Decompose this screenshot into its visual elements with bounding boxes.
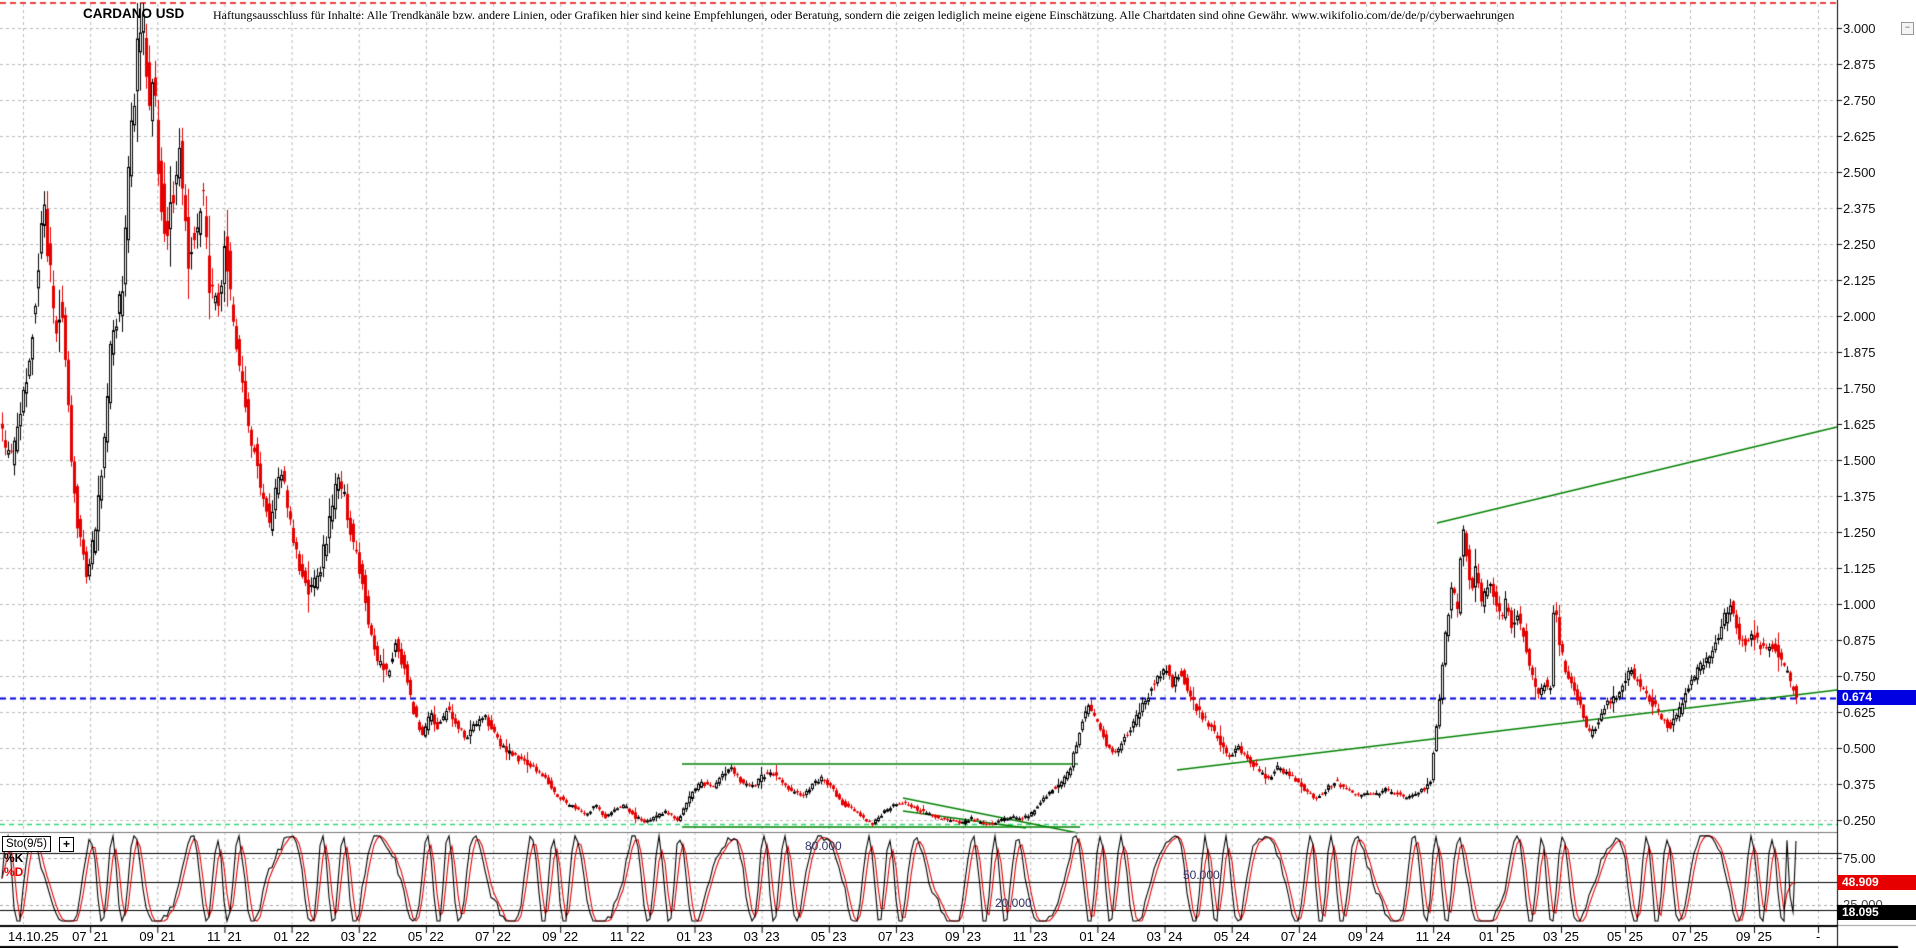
month-label: 03 22: [340, 929, 377, 944]
month-label: 03 25: [1543, 929, 1579, 944]
price-axis-label: 1.125: [1843, 561, 1876, 576]
trailing-dash-label: -: [1816, 929, 1821, 944]
price-axis-label: 1.375: [1843, 489, 1876, 504]
month-label: 05 24: [1213, 929, 1250, 944]
price-axis-label: 2.000: [1843, 309, 1876, 324]
price-axis-label: 2.125: [1843, 273, 1876, 288]
last-price-tag: 0.674: [1837, 689, 1916, 705]
price-axis-label: 2.250: [1843, 237, 1876, 252]
price-axis-label: 2.750: [1843, 93, 1876, 108]
price-axis-label: 1.750: [1843, 381, 1876, 396]
origin-date-label: 14.10.25: [8, 929, 59, 944]
month-label: 03 23: [743, 929, 780, 944]
month-label: 09 23: [945, 929, 982, 944]
price-axis-label: 2.875: [1843, 57, 1876, 72]
month-label: 07 21: [72, 929, 109, 944]
price-axis-label: 1.250: [1843, 525, 1876, 540]
month-label: 01 23: [676, 929, 713, 944]
price-axis-label: 1.500: [1843, 453, 1876, 468]
price-axis-label: 2.375: [1843, 201, 1876, 216]
month-label: 05 22: [407, 929, 444, 944]
month-label: 11 24: [1415, 929, 1451, 944]
add-indicator-button[interactable]: +: [59, 837, 74, 852]
price-axis-label: 0.500: [1843, 741, 1876, 756]
month-label: 11 22: [609, 929, 645, 944]
price-axis-label: 3.000: [1843, 21, 1876, 36]
month-label: 11 23: [1012, 929, 1048, 944]
month-label: 09 25: [1736, 929, 1772, 944]
month-label: 07 23: [877, 929, 914, 944]
stoch-d-value-tag: 48.909: [1837, 874, 1916, 890]
month-label: 11 21: [206, 929, 242, 944]
month-label: 07 24: [1280, 929, 1317, 944]
level-80-label: 80.000: [805, 839, 842, 853]
minimize-icon[interactable]: −: [1901, 22, 1914, 35]
disclaimer-text: Haftungsausschluss für Inhalte: Alle Tre…: [213, 8, 1515, 22]
month-label: 05 25: [1607, 929, 1643, 944]
month-label: 09 22: [542, 929, 579, 944]
price-axis-label: 1.000: [1843, 597, 1876, 612]
month-label: 09 21: [139, 929, 176, 944]
k-series-label: %K: [4, 851, 24, 865]
month-label: 07 25: [1672, 929, 1708, 944]
month-label: 05 23: [810, 929, 847, 944]
price-axis-label: 1.625: [1843, 417, 1876, 432]
month-label: 01 25: [1479, 929, 1515, 944]
chart-title: CARDANO USD: [83, 6, 185, 21]
stochastic-label[interactable]: Sto(9/5): [2, 836, 51, 852]
stoch-k-value-tag: 18.095: [1837, 904, 1916, 920]
month-label: 07 22: [475, 929, 512, 944]
month-label: 01 24: [1079, 929, 1116, 944]
price-axis-label: 0.875: [1843, 633, 1876, 648]
price-axis-label: 1.875: [1843, 345, 1876, 360]
month-label: 01 22: [273, 929, 310, 944]
d-series-label: %D: [4, 865, 24, 879]
price-axis-label: 0.625: [1843, 705, 1876, 720]
month-label: 03 24: [1146, 929, 1183, 944]
stoch-axis-75: 75.00: [1843, 850, 1876, 866]
price-axis-label: 0.250: [1843, 813, 1876, 828]
price-axis-label: 0.750: [1843, 669, 1876, 684]
level-20-label: 20.000: [995, 896, 1032, 910]
level-50-label: 50.000: [1183, 868, 1220, 882]
price-axis-label: 2.500: [1843, 165, 1876, 180]
price-axis-label: 2.625: [1843, 129, 1876, 144]
month-label: 09 24: [1348, 929, 1384, 944]
price-axis-label: 0.375: [1843, 777, 1876, 792]
